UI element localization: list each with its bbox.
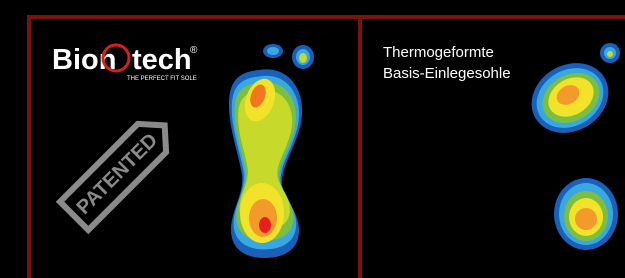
caption-line-2: Basis-Einlegesohle [383, 65, 511, 82]
graphic: Bion tech ® THE PERFECT FIT SOLE PATENTE… [0, 0, 625, 278]
logo-end: tech [132, 44, 192, 76]
logo-tagline: THE PERFECT FIT SOLE [127, 76, 197, 82]
logo-registered: ® [190, 45, 198, 56]
background [0, 0, 625, 278]
caption-line-1: Thermogeformte [383, 44, 494, 61]
